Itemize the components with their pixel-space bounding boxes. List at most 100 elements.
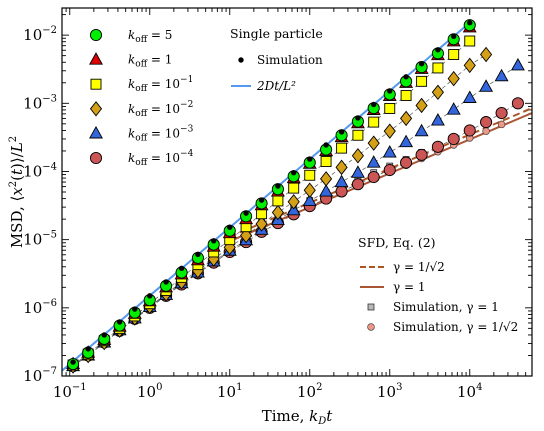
x-tick-label: 102: [297, 382, 322, 401]
x-axis-title: Time, kDt: [262, 407, 334, 427]
legend-label: koff = 10−4: [128, 149, 194, 168]
koff_1e-2-point: [255, 216, 268, 232]
legend-header: Single particle: [230, 26, 323, 41]
koff_1e-1-point: [464, 35, 476, 47]
single_sim-point: [195, 251, 201, 257]
y-tick-labels: 10−7 10−6 10−5 10−4 10−3 10−2: [23, 25, 57, 385]
koff_1e-2-point: [320, 171, 333, 187]
koff_1e-2-point: [335, 159, 348, 176]
koff_1e-2-point: [351, 148, 364, 164]
koff_1e-3-point: [350, 165, 365, 178]
single_sim-point: [355, 115, 361, 121]
koff_1e-1-point: [416, 75, 428, 87]
koff_1e-2-point: [447, 70, 460, 87]
y-tick-label: 10−6: [23, 298, 57, 317]
legend-marker: [89, 151, 103, 165]
koff_1e-4-point: [511, 97, 524, 110]
legend-marker: [89, 28, 103, 42]
legend-marker: [367, 303, 375, 311]
single_sim-point: [101, 332, 107, 338]
koff_1e-4-point: [495, 106, 508, 120]
koff_1e-1-point: [432, 62, 444, 74]
koff_1e-4-point: [480, 116, 493, 129]
koff_1e-3-point: [414, 123, 429, 137]
single_sim-point: [387, 88, 393, 94]
legend-marker: [238, 57, 244, 63]
single_sim-point: [467, 20, 473, 26]
koff_1e-4-point: [431, 140, 444, 153]
koff_1e-2-point: [480, 46, 493, 63]
koff_1e-3-point: [382, 145, 397, 158]
single_sim-point: [210, 238, 217, 244]
legend-marker: [89, 52, 103, 65]
y-tick-label: 10−7: [23, 366, 57, 385]
koff_1e-3-point: [334, 174, 349, 188]
x-tick-label: 101: [217, 382, 242, 401]
single_sim-point: [163, 279, 169, 285]
axis-ticks: [61, 8, 533, 377]
koff_1e-2-point: [383, 123, 396, 139]
koff_1e-4-point: [335, 185, 348, 198]
koff_1e-3-point: [479, 79, 494, 92]
single_sim-point: [403, 74, 409, 80]
x-tick-label: 103: [377, 382, 402, 401]
single_sim-point: [370, 101, 377, 108]
koff_1e-1-point: [288, 182, 300, 194]
sim_gamma_rt2-point: [482, 127, 490, 135]
koff_1e-3-point: [319, 183, 334, 197]
koff_1e-2-point: [463, 57, 476, 74]
koff_1e-1-point: [320, 156, 332, 167]
koff_1e-3-point: [302, 193, 317, 206]
single_sim-point: [227, 224, 233, 230]
x-tick-label: 10−1: [53, 382, 87, 401]
single_sim-point: [323, 142, 329, 148]
legend-label: γ = 1: [393, 280, 426, 294]
koff_1e-3-point: [494, 68, 509, 82]
koff_1e-4-point: [447, 132, 460, 146]
legend-marker: [367, 323, 375, 331]
single_sim-point: [450, 33, 457, 40]
legend-single-particle: Single particle Simulation 2Dt/L²: [230, 26, 323, 93]
koff_1e-3-point: [446, 102, 461, 115]
koff_1e-2-point: [303, 182, 316, 199]
koff_1e-4-point: [400, 156, 413, 169]
single_sim-point: [147, 293, 153, 299]
koff_1e-1-point: [272, 195, 284, 207]
y-tick-label: 10−3: [23, 93, 57, 112]
koff_1e-2-point: [367, 135, 380, 151]
legend-header: SFD, Eq. (2): [358, 235, 436, 250]
single_sim-point: [307, 156, 313, 162]
x-tick-labels: 10−1 100 101 102 103 104: [53, 382, 483, 401]
koff_1e-1-point: [304, 169, 316, 181]
koff_1e-3-point: [462, 90, 477, 103]
koff_1e-3-point: [510, 57, 525, 71]
koff_1e-4-point: [351, 178, 364, 191]
x-tick-label: 100: [137, 382, 162, 401]
legend-label: 2Dt/L²: [256, 79, 296, 93]
legend-label: Simulation, γ = 1/√2: [393, 320, 518, 334]
single_sim-point: [418, 61, 425, 67]
y-tick-label: 10−5: [23, 230, 57, 249]
koff_1e-2-point: [415, 97, 428, 114]
y-tick-label: 10−2: [23, 25, 57, 44]
koff_1e-1-point: [448, 49, 460, 60]
koff_1e-2-point: [400, 110, 413, 127]
koff_1e-4-point: [383, 163, 396, 177]
legend-label: koff = 1: [128, 53, 172, 70]
single_sim-point: [258, 197, 265, 203]
series-guide-line: [72, 40, 470, 366]
legend-koff: koff = 5 koff = 1 koff = 10−1 koff = 10−2 ko…: [89, 28, 194, 168]
koff_1e-1-point: [336, 142, 348, 154]
plot-frame: [61, 7, 533, 377]
legend-label: γ = 1/√2: [393, 260, 445, 274]
y-axis-title: MSD, ⟨x2(t)⟩/L2: [8, 136, 26, 248]
legend-marker: [90, 78, 102, 90]
koff_1e-3-point: [366, 155, 381, 168]
koff_1e-2-point: [431, 84, 444, 101]
legend-label: koff = 10−3: [128, 124, 194, 143]
single_sim-point: [70, 359, 76, 365]
koff_1e-1-point: [384, 103, 396, 114]
koff_1e-3-point: [430, 113, 445, 126]
x-tick-label: 104: [457, 382, 482, 401]
single_sim-point: [290, 169, 297, 176]
